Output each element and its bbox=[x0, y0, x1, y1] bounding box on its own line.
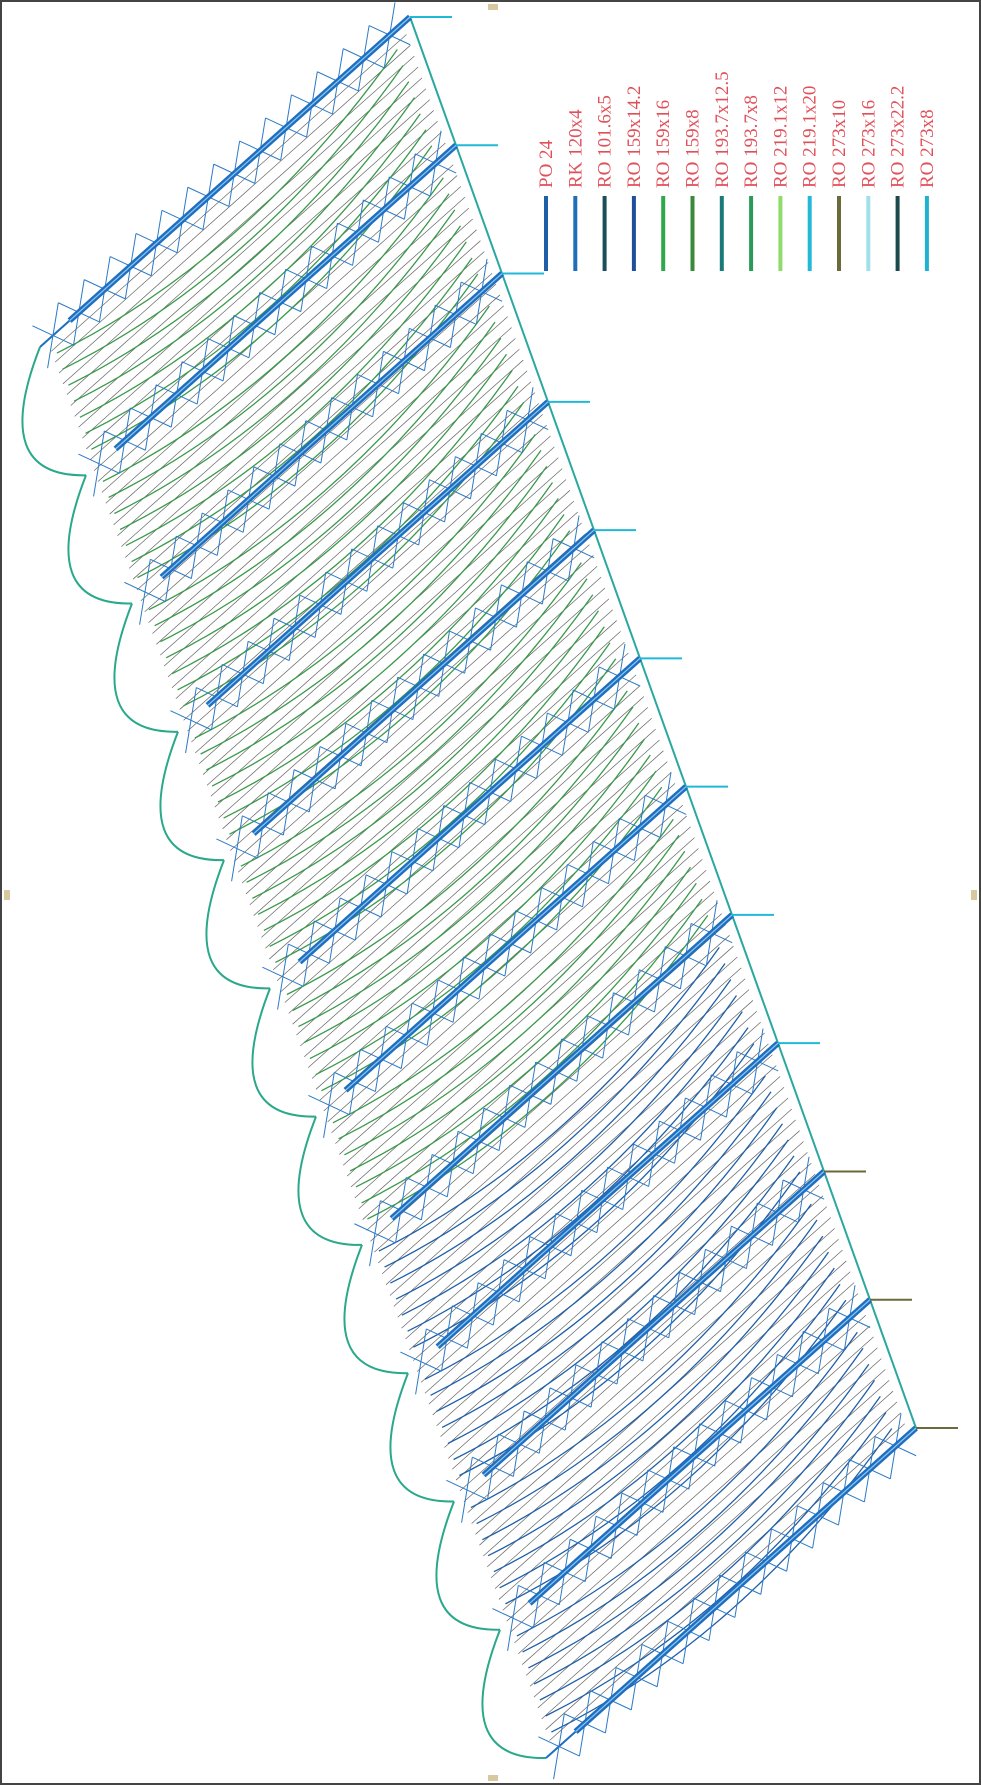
frame-marker bbox=[488, 4, 498, 10]
page: PO 24 RK 120x4 RO 101.6x5 RO 159x14.2 RO 159… bbox=[0, 0, 981, 1785]
frame-marker bbox=[971, 890, 977, 900]
frame-marker bbox=[4, 890, 10, 900]
legend-label: RO 159x8 bbox=[683, 109, 704, 188]
legend-label: RO 101.6x5 bbox=[595, 95, 616, 188]
legend-label: RO 159x14.2 bbox=[624, 86, 645, 188]
legend-label: RO 273x22.2 bbox=[888, 86, 909, 188]
legend-label: RK 120x4 bbox=[565, 109, 586, 188]
legend-label: RO 273x8 bbox=[917, 109, 938, 188]
legend-label: RO 159x16 bbox=[653, 100, 674, 188]
frame-marker bbox=[488, 1775, 498, 1781]
legend-label: RO 273x10 bbox=[829, 100, 850, 188]
legend-label: RO 219.1x20 bbox=[800, 86, 821, 188]
legend-label: RO 193.7x8 bbox=[741, 95, 762, 188]
legend-label: PO 24 bbox=[536, 139, 557, 188]
legend-label: RO 193.7x12.5 bbox=[712, 71, 733, 188]
legend-label: RO 219.1x12 bbox=[770, 86, 791, 188]
legend-label: RO 273x16 bbox=[858, 100, 879, 188]
drawing: PO 24 RK 120x4 RO 101.6x5 RO 159x14.2 RO 159… bbox=[0, 0, 981, 1785]
